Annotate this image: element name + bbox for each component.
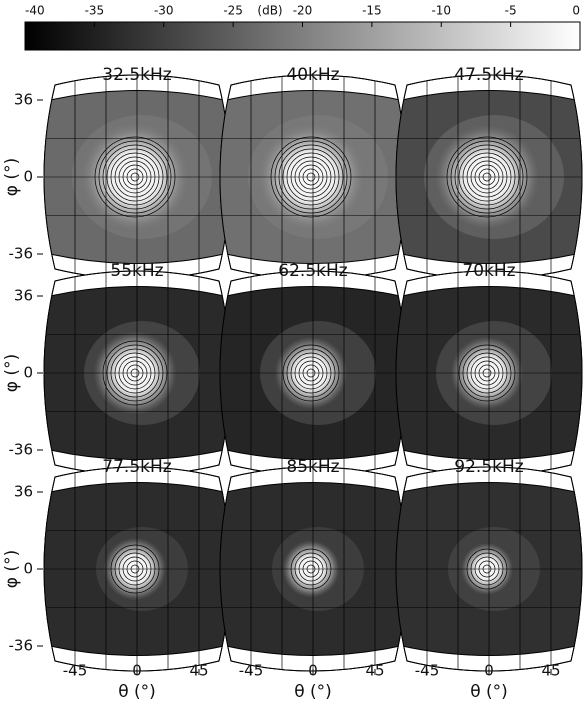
y-axis-label: φ (°) xyxy=(2,354,22,392)
colorbar-tick-label: 0 xyxy=(572,4,580,18)
colorbar-tick-label: -20 xyxy=(293,4,313,18)
x-tick-label: 45 xyxy=(189,662,208,680)
y-tick-label: -36 xyxy=(9,637,34,655)
y-axis-label: φ (°) xyxy=(2,158,22,196)
x-axis-label: θ (°) xyxy=(118,682,156,702)
x-tick-label: 0 xyxy=(484,662,494,680)
x-tick-label: 0 xyxy=(132,662,142,680)
y-tick-label: 36 xyxy=(14,91,33,109)
y-axis-label: φ (°) xyxy=(2,550,22,588)
panel-title: 55kHz xyxy=(110,261,163,281)
colorbar-tick-label: -15 xyxy=(362,4,382,18)
panel-title: 32.5kHz xyxy=(102,65,171,85)
y-tick-label: 0 xyxy=(23,364,33,382)
panel-title: 85kHz xyxy=(286,457,339,477)
y-tick-label: -36 xyxy=(9,441,34,459)
panel-title: 62.5kHz xyxy=(278,261,347,281)
panel-title: 77.5kHz xyxy=(102,457,171,477)
x-tick-label: 0 xyxy=(308,662,318,680)
x-tick-label: 45 xyxy=(541,662,560,680)
panel-title: 92.5kHz xyxy=(454,457,523,477)
colorbar-tick-label: -25 xyxy=(223,4,243,18)
x-axis-label: θ (°) xyxy=(294,682,332,702)
y-tick-label: 36 xyxy=(14,483,33,501)
y-tick-label: 0 xyxy=(23,560,33,578)
x-tick-label: 45 xyxy=(365,662,384,680)
colorbar-tick-label: -30 xyxy=(154,4,174,18)
colorbar-tick-label: -35 xyxy=(85,4,105,18)
colorbar-tick-label: -5 xyxy=(505,4,517,18)
panel-title: 70kHz xyxy=(462,261,515,281)
colorbar-label: (dB) xyxy=(257,4,282,18)
panel-title: 47.5kHz xyxy=(454,65,523,85)
x-tick-label: -45 xyxy=(63,662,88,680)
colorbar-tick-label: -10 xyxy=(431,4,451,18)
x-axis-label: θ (°) xyxy=(470,682,508,702)
panel-title: 40kHz xyxy=(286,65,339,85)
y-tick-label: 0 xyxy=(23,168,33,186)
y-tick-label: 36 xyxy=(14,287,33,305)
figure: (dB) -40 -35 -30 -25 -20 -15 -10 -5 0 32.5kHz -36 0… xyxy=(0,0,584,706)
x-tick-label: -45 xyxy=(239,662,264,680)
colorbar-tick-label: -40 xyxy=(25,4,45,18)
x-tick-label: -45 xyxy=(415,662,440,680)
y-tick-label: -36 xyxy=(9,245,34,263)
